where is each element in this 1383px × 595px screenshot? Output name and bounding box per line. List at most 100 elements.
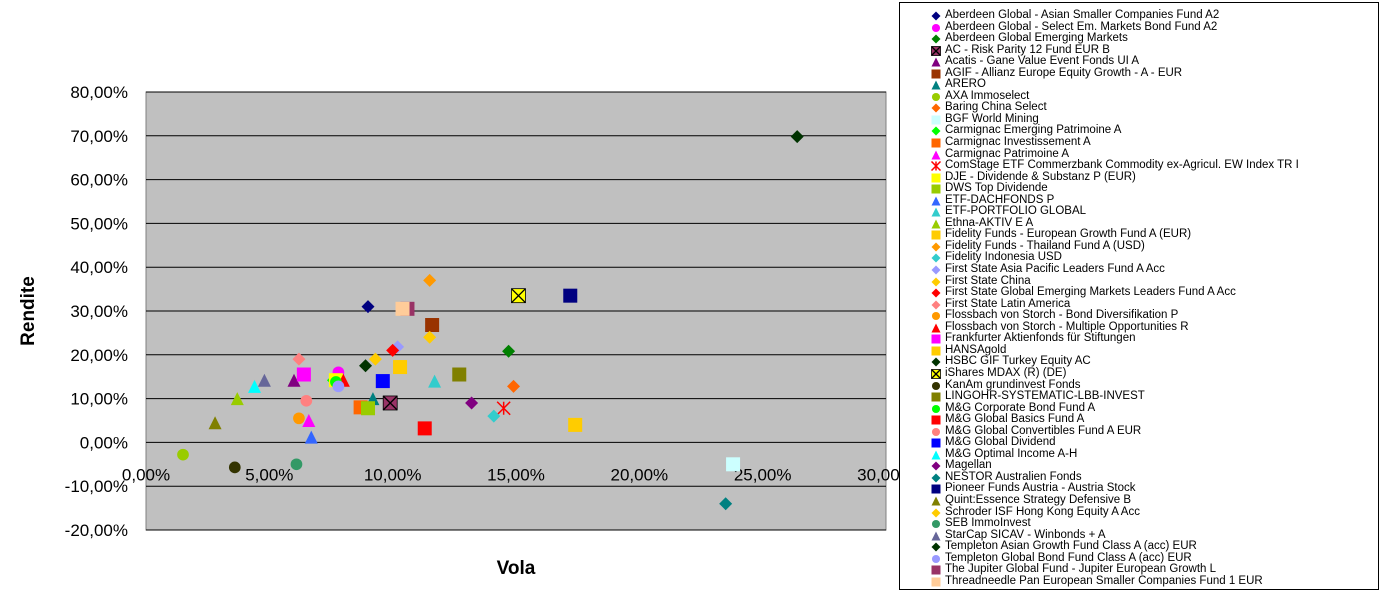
tick-labels: 80,00% 70,00% 60,00% 50,00% 40,00% 30,00% 20,0… xyxy=(65,83,900,540)
legend-marker-icon xyxy=(931,404,941,413)
x-tick-label: 0,00% xyxy=(122,465,170,484)
legend-entry: Carmignac Investissement A xyxy=(930,136,1378,149)
legend-label: M&G Corporate Bond Fund A xyxy=(945,401,1096,414)
legend-entry: DWS Top Dividende xyxy=(930,182,1378,195)
legend-marker-icon xyxy=(931,150,941,160)
legend-entry: Aberdeen Global - Asian Smaller Companie… xyxy=(930,9,1378,22)
legend-label: AC - Risk Parity 12 Fund EUR B xyxy=(945,43,1110,56)
legend-label: M&G Global Dividend xyxy=(945,436,1056,449)
legend-marker-icon xyxy=(931,520,941,529)
legend-marker-icon xyxy=(931,312,941,321)
x-tick-label: 30,00% xyxy=(857,465,900,484)
data-point xyxy=(248,379,262,393)
legend-entry: M&G Optimal Income A-H xyxy=(930,448,1378,461)
legend-entry: Quint:Essence Strategy Defensive B xyxy=(930,494,1378,507)
legend-marker-icon xyxy=(931,461,941,471)
data-point xyxy=(230,392,244,406)
legend-list: Aberdeen Global - Asian Smaller Companie… xyxy=(900,3,1378,587)
data-point xyxy=(296,367,311,382)
legend-marker-icon xyxy=(931,103,941,113)
data-point xyxy=(507,379,521,393)
legend-entry: ETF-DACHFONDS P xyxy=(930,194,1378,207)
legend-label: Flossbach von Storch - Multiple Opportun… xyxy=(945,320,1189,333)
legend-entry: Baring China Select xyxy=(930,102,1378,114)
legend-marker-icon xyxy=(931,415,941,425)
legend-marker-icon xyxy=(931,368,941,379)
legend-entry: Carmignac Patrimoine A xyxy=(930,147,1378,161)
grid-lines xyxy=(146,91,886,531)
legend-label: Aberdeen Global Emerging Markets xyxy=(945,32,1128,45)
data-point xyxy=(395,301,410,316)
legend-marker-icon xyxy=(931,23,941,32)
legend-label: Schroder ISF Hong Kong Equity A Acc xyxy=(945,505,1140,518)
data-point xyxy=(386,343,400,357)
x-tick-label: 25,00% xyxy=(734,465,792,484)
legend-label: Flossbach von Storch - Bond Diversifikat… xyxy=(945,309,1179,322)
legend-entry: M&G Global Basics Fund A xyxy=(930,413,1378,426)
legend-label: Acatis - Gane Value Event Fonds UI A xyxy=(945,55,1140,68)
data-point xyxy=(487,409,501,423)
legend-marker-icon xyxy=(931,138,941,148)
legend-entry: Fidelity Indonesia USD xyxy=(930,252,1378,264)
data-point xyxy=(361,401,375,416)
legend-entry: Flossbach von Storch - Multiple Opportun… xyxy=(930,320,1378,334)
data-point xyxy=(290,458,303,471)
legend-marker-icon xyxy=(931,531,941,541)
legend-entry: HSBC GIF Turkey Equity AC xyxy=(930,356,1378,368)
data-point xyxy=(496,401,511,416)
legend-label: StarCap SICAV - Winbonds + A xyxy=(945,528,1106,541)
data-point xyxy=(511,288,526,304)
data-point xyxy=(292,352,306,366)
legend-entry: Carmignac Emerging Patrimoine A xyxy=(930,125,1378,137)
legend-entry: ETF-PORTFOLIO GLOBAL xyxy=(930,206,1378,218)
legend-label: M&G Global Basics Fund A xyxy=(945,413,1085,426)
legend-entry: First State China xyxy=(930,275,1378,288)
legend-label: First State Asia Pacific Leaders Fund A … xyxy=(945,263,1165,276)
data-point xyxy=(293,412,305,425)
legend-entry: ComStage ETF Commerzbank Commodity ex-Ag… xyxy=(930,159,1378,172)
legend-marker-icon xyxy=(931,45,941,56)
legend-label: Carmignac Emerging Patrimoine A xyxy=(945,124,1122,137)
legend-entry: DJE - Dividende & Substanz P (EUR) xyxy=(930,171,1378,184)
legend-entry: NESTOR Australien Fonds xyxy=(930,471,1378,484)
legend-label: HANSAgold xyxy=(945,343,1007,356)
legend-label: Frankfurter Aktienfonds für Stiftungen xyxy=(945,332,1136,345)
legend-marker-icon xyxy=(931,300,941,310)
legend-entry: Pioneer Funds Austria - Austria Stock xyxy=(930,483,1378,495)
legend-marker-icon xyxy=(931,277,941,287)
legend: Aberdeen Global - Asian Smaller Companie… xyxy=(899,2,1379,590)
data-point xyxy=(382,395,398,411)
legend-entry: KanAm grundinvest Fonds xyxy=(930,379,1378,392)
legend-label: HSBC GIF Turkey Equity AC xyxy=(945,355,1091,368)
data-point xyxy=(465,396,479,410)
legend-marker-icon xyxy=(931,80,941,90)
legend-entry: AC - Risk Parity 12 Fund EUR B xyxy=(930,43,1378,57)
legend-entry: M&G Corporate Bond Fund A xyxy=(930,401,1378,415)
y-tick-label: -10,00% xyxy=(65,477,128,496)
legend-label: Aberdeen Global - Asian Smaller Companie… xyxy=(945,9,1220,21)
legend-label: Carmignac Patrimoine A xyxy=(945,147,1069,160)
legend-label: Carmignac Investissement A xyxy=(945,136,1091,149)
data-point xyxy=(287,373,301,387)
x-tick-label: 20,00% xyxy=(610,465,668,484)
y-tick-label: 80,00% xyxy=(70,83,128,102)
legend-entry: Aberdeen Global - Select Em. Markets Bon… xyxy=(930,20,1378,34)
legend-label: ETF-PORTFOLIO GLOBAL xyxy=(945,205,1087,218)
legend-entry: Aberdeen Global Emerging Markets xyxy=(930,32,1378,45)
legend-label: Aberdeen Global - Select Em. Markets Bon… xyxy=(945,20,1218,33)
y-tick-label: 20,00% xyxy=(70,346,128,365)
legend-label: SEB ImmoInvest xyxy=(945,517,1031,530)
legend-marker-icon xyxy=(931,357,941,367)
legend-label: The Jupiter Global Fund - Jupiter Europe… xyxy=(945,563,1217,576)
legend-entry: StarCap SICAV - Winbonds + A xyxy=(930,528,1378,542)
data-point xyxy=(361,300,375,314)
data-point xyxy=(359,359,373,373)
x-tick-label: 10,00% xyxy=(364,465,422,484)
data-point xyxy=(257,373,271,387)
y-tick-label: 0,00% xyxy=(80,433,128,452)
x-tick-label: 5,00% xyxy=(245,465,293,484)
data-point xyxy=(568,417,583,432)
legend-entry: Magellan xyxy=(930,460,1378,472)
data-point xyxy=(300,394,313,407)
legend-label: AXA Immoselect xyxy=(945,89,1030,102)
